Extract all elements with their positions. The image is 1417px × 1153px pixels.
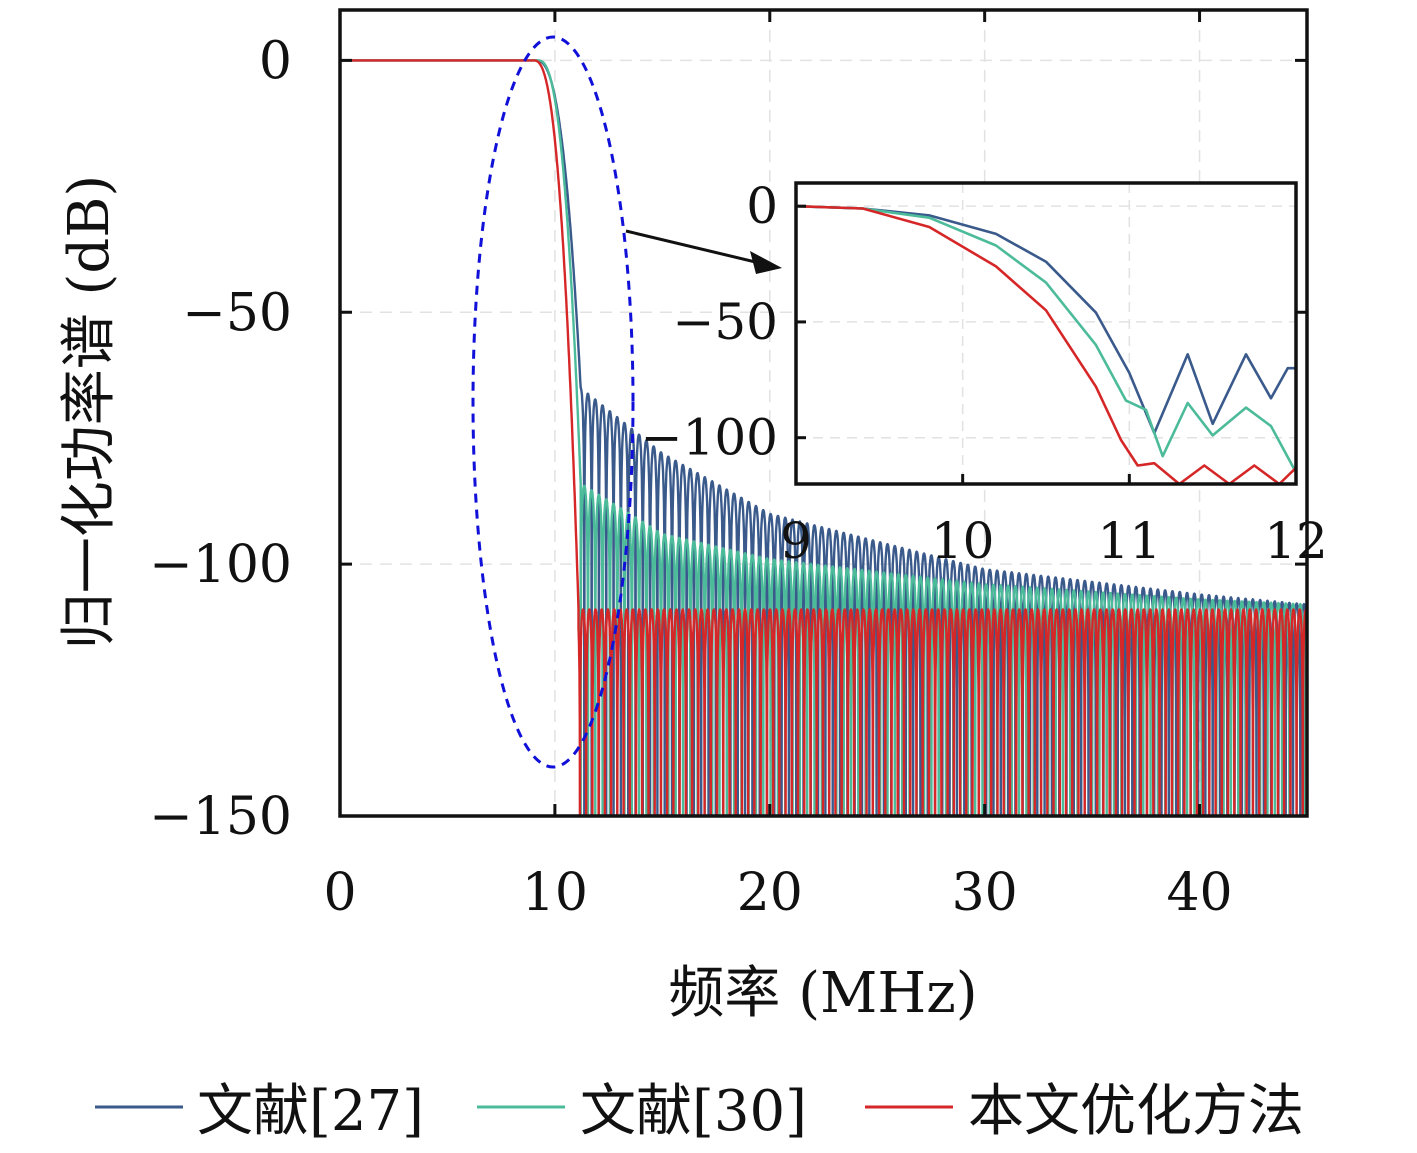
x-tick-label: 0 bbox=[323, 863, 356, 923]
inset-series-line-1 bbox=[795, 204, 1298, 474]
x-tick-label: 20 bbox=[737, 863, 803, 923]
legend-label-proposed: 本文优化方法 bbox=[968, 1079, 1304, 1144]
zoom-arrow-line bbox=[625, 229, 769, 267]
highlight-ellipse bbox=[471, 35, 635, 769]
main-series-lines bbox=[340, 59, 1309, 818]
x-axis-label: 频率 (MHz) bbox=[668, 961, 977, 1026]
inset-plot-frame bbox=[794, 181, 1298, 486]
legend-label-ref30: 文献[30] bbox=[580, 1079, 807, 1144]
series-line-2 bbox=[340, 59, 1309, 818]
inset-y-tick-label: 0 bbox=[746, 177, 778, 235]
zoom-arrow-head bbox=[750, 251, 782, 274]
main-plot-frame bbox=[338, 8, 1309, 818]
x-tick-label: 40 bbox=[1166, 863, 1232, 923]
main-axis-ticks: 0 10 20 30 40 0 −50 −100 −150 bbox=[149, 10, 1307, 923]
inset-series-line-2 bbox=[795, 204, 1297, 486]
inset-x-tick-label: 11 bbox=[1098, 512, 1162, 570]
legend: 文献[27] 文献[30] 本文优化方法 bbox=[95, 1079, 1304, 1144]
y-tick-label: −100 bbox=[149, 535, 292, 595]
inset-y-tick-label: −100 bbox=[641, 409, 778, 467]
y-tick-label: −50 bbox=[182, 283, 292, 343]
legend-label-ref27: 文献[27] bbox=[197, 1079, 424, 1144]
inset-series-lines bbox=[795, 204, 1298, 486]
series-line-1 bbox=[340, 59, 1309, 818]
inset-axis-ticks: 9 10 11 12 0 −50 −100 bbox=[641, 177, 1328, 570]
inset-x-tick-label: 9 bbox=[780, 512, 812, 570]
y-tick-label: 0 bbox=[259, 31, 292, 91]
y-tick-label: −150 bbox=[149, 787, 292, 847]
inset-grid bbox=[796, 183, 1296, 484]
inset-series-line-0 bbox=[795, 204, 1296, 435]
inset-background bbox=[796, 183, 1296, 484]
inset-x-tick-label: 12 bbox=[1264, 512, 1328, 570]
inset-y-tick-label: −50 bbox=[672, 293, 778, 351]
x-tick-label: 30 bbox=[952, 863, 1018, 923]
inset-x-tick-label: 10 bbox=[931, 512, 995, 570]
y-axis-label: 归一化功率谱 (dB) bbox=[57, 175, 122, 650]
x-tick-label: 10 bbox=[522, 863, 588, 923]
